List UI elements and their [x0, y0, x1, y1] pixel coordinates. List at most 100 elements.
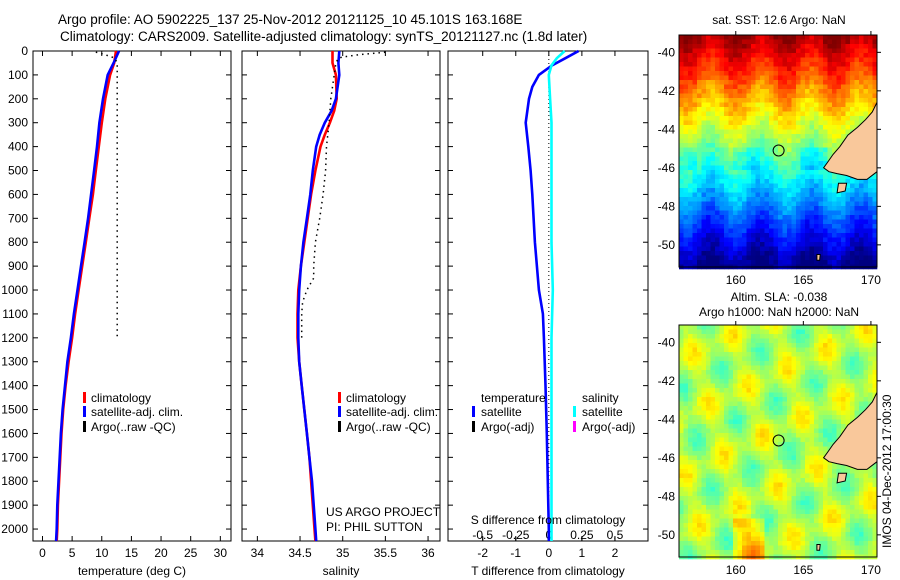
- map-cell: [701, 93, 707, 99]
- map-cell: [728, 156, 734, 162]
- map-cell: [818, 509, 824, 515]
- map-cell: [800, 170, 806, 175]
- map-cell: [791, 505, 797, 510]
- map-cell: [818, 334, 824, 339]
- map-cell: [787, 451, 792, 456]
- map-cell: [832, 352, 837, 357]
- map-cell: [809, 424, 815, 429]
- map-cell: [782, 192, 788, 198]
- map-cell: [872, 44, 878, 49]
- map-cell: [683, 260, 689, 265]
- map-cell: [859, 523, 864, 528]
- map-cell: [679, 352, 684, 357]
- map-cell: [764, 424, 770, 429]
- map-cell: [796, 75, 801, 81]
- map-cell: [827, 388, 833, 393]
- map-cell: [755, 343, 761, 348]
- map-cell: [751, 53, 756, 58]
- map-cell: [719, 197, 725, 202]
- map-cell: [859, 233, 864, 238]
- map-cell: [760, 415, 765, 420]
- map-cell: [809, 66, 815, 72]
- map-cell: [755, 197, 761, 202]
- map-cell: [805, 410, 810, 416]
- map-cell: [679, 242, 684, 247]
- map-cell: [823, 116, 828, 121]
- map-cell: [836, 93, 842, 99]
- map-cell: [832, 428, 837, 434]
- map-cell: [719, 80, 725, 85]
- map-cell: [692, 84, 698, 90]
- map-cell: [805, 138, 810, 144]
- map-cell: [742, 487, 747, 492]
- map-cell: [742, 392, 747, 398]
- map-cell: [742, 347, 747, 353]
- map-cell: [697, 383, 702, 389]
- map-cell: [818, 255, 824, 261]
- map-cell: [818, 129, 824, 135]
- map-cell: [809, 62, 815, 67]
- map-cell: [746, 446, 752, 452]
- map-cell: [710, 428, 716, 434]
- map-cell: [787, 251, 792, 256]
- map-cell: [773, 343, 779, 348]
- map-cell: [697, 536, 702, 542]
- map-cell: [746, 523, 752, 528]
- map-cell: [706, 541, 711, 546]
- map-cell: [683, 347, 689, 353]
- map-cell: [841, 406, 846, 411]
- map-cell: [850, 415, 855, 420]
- map-cell: [679, 397, 684, 402]
- map-cell: [827, 192, 833, 198]
- map-cell: [742, 505, 747, 510]
- map-cell: [787, 370, 792, 375]
- map-cell: [746, 527, 752, 533]
- map-cell: [719, 356, 725, 362]
- map-cell: [737, 48, 743, 54]
- map-cell: [787, 53, 792, 58]
- map-cell: [764, 143, 770, 148]
- map-cell: [859, 260, 864, 265]
- map-cell: [818, 410, 824, 416]
- map-cell: [782, 356, 788, 362]
- map-cell: [746, 80, 752, 85]
- map-cell: [818, 536, 824, 542]
- map-cell: [832, 62, 837, 67]
- map-cell: [863, 219, 869, 225]
- map-cell: [683, 224, 689, 229]
- map-cell: [769, 188, 774, 193]
- map-cell: [814, 446, 819, 452]
- map-cell: [742, 514, 747, 519]
- map-cell: [854, 329, 860, 335]
- map-cell: [769, 388, 774, 393]
- map-cell: [769, 57, 774, 63]
- map-cell: [751, 509, 756, 515]
- map-cell: [782, 246, 788, 252]
- map-cell: [868, 84, 873, 90]
- map-cell: [728, 527, 734, 533]
- map-cell: [850, 370, 855, 375]
- map-cell: [800, 496, 806, 501]
- map-cell: [697, 437, 702, 443]
- map-cell: [746, 134, 752, 139]
- map-cell: [688, 464, 693, 470]
- map-cell: [778, 455, 783, 461]
- map-cell: [683, 379, 689, 384]
- map-cell: [778, 460, 783, 465]
- map-cell: [796, 487, 801, 492]
- map-cell: [733, 152, 738, 157]
- map-cell: [836, 53, 842, 58]
- map-cell: [697, 442, 702, 447]
- x-tick-label: 34: [251, 546, 265, 560]
- map-cell: [701, 464, 707, 470]
- map-cell: [692, 179, 698, 184]
- map-cell: [850, 361, 855, 366]
- map-cell: [715, 66, 720, 72]
- map-cell: [733, 183, 738, 189]
- map-cell: [679, 66, 684, 72]
- legend-header-salinity: salinity: [582, 391, 619, 405]
- map-cell: [706, 374, 711, 380]
- map-cell: [854, 347, 860, 353]
- map-cell: [733, 469, 738, 474]
- map-cell: [710, 518, 716, 524]
